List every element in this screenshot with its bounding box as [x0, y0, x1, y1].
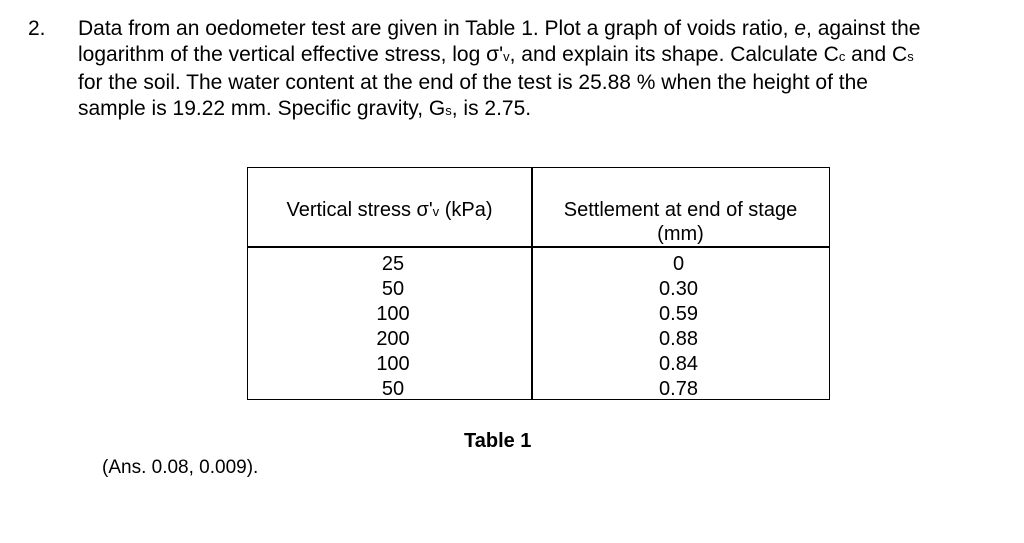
- subscript: v: [503, 49, 510, 64]
- question-number: 2.: [28, 17, 46, 40]
- stress-cell: 50: [381, 378, 405, 400]
- settlement-cell: 0.78: [659, 378, 698, 400]
- subscript: s: [445, 103, 452, 118]
- question-text-segment: , against the: [806, 17, 921, 40]
- settlement-cell: 0: [672, 253, 685, 275]
- question-line: logarithm of the vertical effective stre…: [78, 42, 1003, 70]
- stress-cell: 100: [376, 303, 410, 325]
- settlement-cell: 0.88: [659, 328, 698, 350]
- question-text-segment: and C: [845, 43, 908, 66]
- settlement-cell: 0.59: [659, 303, 698, 325]
- header-text-segment: (kPa): [439, 199, 493, 221]
- stress-column: 25 50 100 200 100 50: [248, 252, 538, 402]
- header-vertical-stress: Vertical stress σ'v (kPa): [248, 198, 531, 224]
- header-line: (mm): [657, 223, 704, 245]
- question-line: Data from an oedometer test are given in…: [78, 16, 1003, 42]
- question-line: sample is 19.22 mm. Specific gravity, Gs…: [78, 96, 1003, 124]
- data-table: Vertical stress σ'v (kPa) Settlement at …: [247, 167, 830, 400]
- question-text-segment: Data from an oedometer test are given in…: [78, 17, 795, 40]
- table-caption: Table 1: [464, 430, 532, 452]
- settlement-column: 0 0.30 0.59 0.88 0.84 0.78: [531, 252, 826, 402]
- stress-cell: 25: [381, 253, 405, 275]
- subscript: v: [432, 204, 440, 219]
- header-text-segment: Vertical stress σ': [286, 199, 433, 221]
- question-text-segment: logarithm of the vertical effective stre…: [78, 43, 504, 66]
- symbol-e: e: [794, 17, 807, 40]
- header-settlement: Settlement at end of stage (mm): [533, 198, 828, 246]
- question-text-segment: , is 2.75.: [451, 97, 532, 120]
- settlement-cell: 0.30: [659, 278, 698, 300]
- question-text-segment: sample is 19.22 mm. Specific gravity, G: [78, 97, 446, 120]
- column-divider: [531, 168, 533, 399]
- question-line: for the soil. The water content at the e…: [78, 71, 868, 94]
- answer-text: (Ans. 0.08, 0.009).: [102, 457, 259, 478]
- settlement-cell: 0.84: [659, 353, 698, 375]
- subscript: s: [907, 49, 914, 64]
- header-divider: [248, 246, 829, 248]
- subscript: c: [838, 49, 846, 64]
- header-line: Settlement at end of stage: [563, 199, 798, 221]
- stress-cell: 50: [381, 278, 405, 300]
- stress-cell: 100: [376, 353, 410, 375]
- stress-cell: 200: [376, 328, 410, 350]
- question-text: Data from an oedometer test are given in…: [78, 16, 1003, 124]
- question-text-segment: , and explain its shape. Calculate C: [509, 43, 839, 66]
